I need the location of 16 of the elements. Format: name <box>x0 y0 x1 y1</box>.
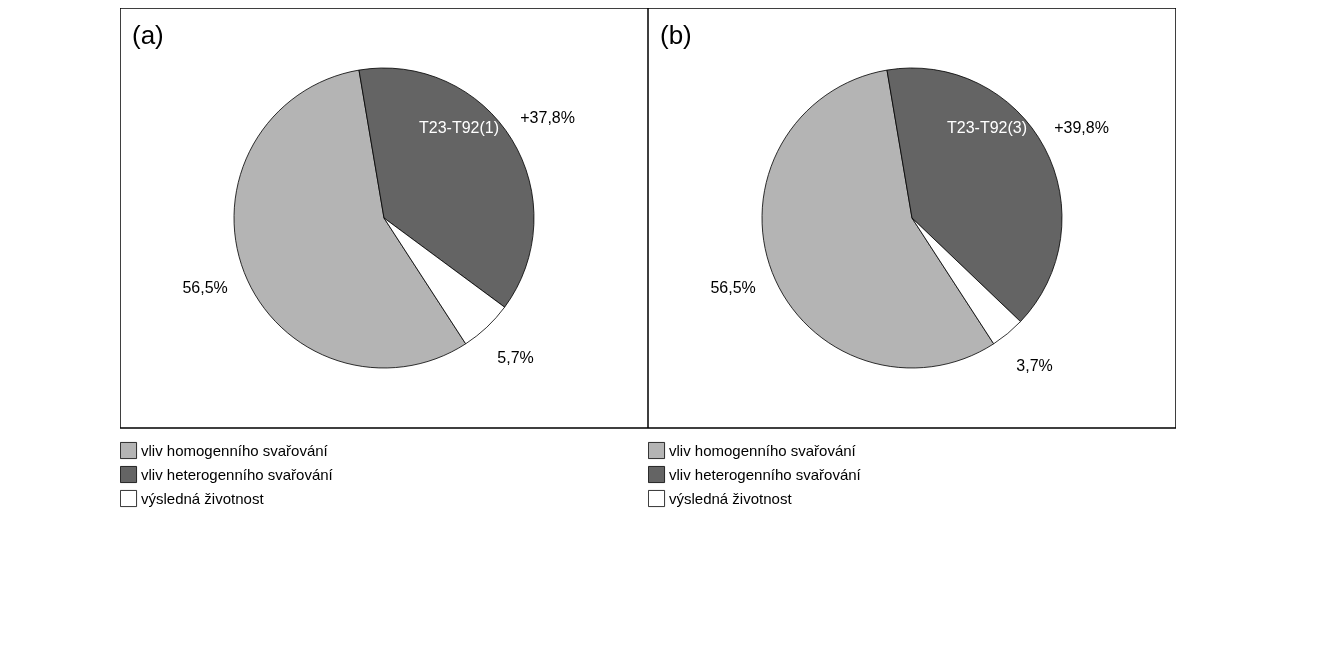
chart-title: (b) <box>660 20 692 50</box>
data-label: 56,5% <box>710 278 756 296</box>
legend-label: vliv homogenního svařování <box>141 441 329 459</box>
text: T23-T92(1) <box>418 119 500 136</box>
data-label: 5,7% <box>497 348 534 366</box>
data-label: 3,7% <box>1016 356 1053 374</box>
data-label: +39,8% <box>1054 118 1109 136</box>
data-label: 56,5% <box>182 278 228 296</box>
chart-title: (a) <box>132 20 164 50</box>
text: T23-T92(3) <box>946 119 1028 136</box>
legend-label: výsledná životnost <box>141 489 265 507</box>
legend-label: vliv heterogenního svařování <box>141 465 334 483</box>
data-label: +37,8% <box>520 108 575 126</box>
legend-label: vliv homogenního svařování <box>669 441 857 459</box>
legend-label: výsledná životnost <box>669 489 793 507</box>
legend-label: vliv heterogenního svařování <box>669 465 862 483</box>
